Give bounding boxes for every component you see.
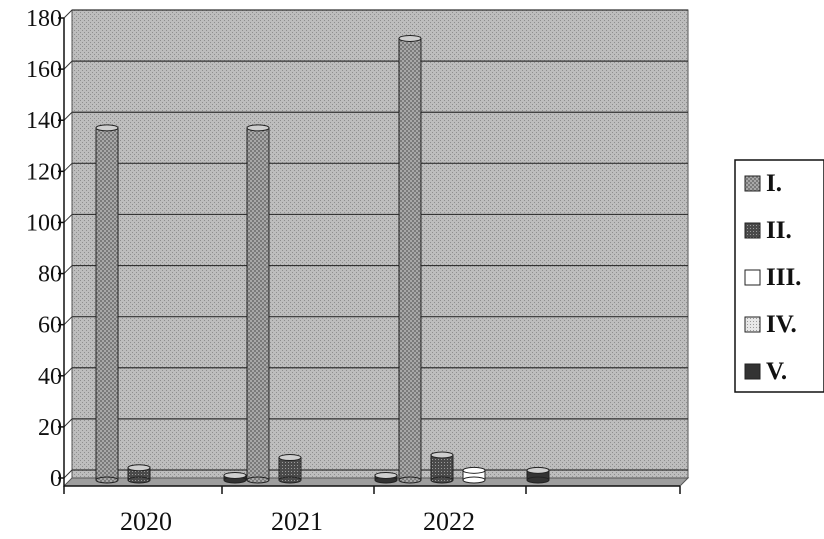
bar-2020-5 bbox=[223, 471, 247, 484]
bar-2022-1 bbox=[398, 34, 422, 484]
bar-2022-1-base bbox=[398, 476, 422, 484]
bar-2022-1-body bbox=[398, 37, 422, 481]
gridline-side bbox=[63, 316, 73, 326]
legend-label-5: V. bbox=[766, 358, 787, 385]
y-tick-label: 160 bbox=[26, 57, 62, 83]
bar-2022-5-top bbox=[526, 466, 550, 474]
y-tick-label: 60 bbox=[38, 313, 62, 339]
y-tick-label: 140 bbox=[26, 108, 62, 134]
gridline-side bbox=[63, 60, 73, 70]
bar-2022-3-top bbox=[462, 466, 486, 474]
bar-2022-2 bbox=[430, 451, 454, 484]
gridline-side bbox=[63, 418, 73, 428]
legend-label-4: IV. bbox=[766, 311, 797, 338]
y-tick-label: 80 bbox=[38, 262, 62, 288]
gridlines bbox=[63, 9, 688, 479]
bar-2020-2 bbox=[127, 464, 151, 484]
bar-2021-2 bbox=[278, 454, 302, 484]
bar-2020-5-top bbox=[223, 471, 247, 479]
bar-2021-1-base bbox=[246, 476, 270, 484]
bar-2020-1 bbox=[95, 124, 119, 484]
legend-swatch-4 bbox=[744, 316, 761, 333]
y-tick-label: 180 bbox=[26, 6, 62, 32]
bar-2020-1-body bbox=[95, 127, 119, 481]
bar-2022-2-body bbox=[430, 454, 454, 481]
bar-2022-5 bbox=[526, 466, 550, 484]
gridline-side bbox=[63, 162, 73, 172]
bar-2021-1-body bbox=[246, 127, 270, 481]
gridline-side bbox=[63, 111, 73, 121]
y-tick-label: 20 bbox=[38, 415, 62, 441]
bar-2021-5-top bbox=[374, 471, 398, 479]
legend-swatch-2 bbox=[744, 222, 761, 239]
gridline-side bbox=[63, 469, 73, 479]
legend-label-2: II. bbox=[766, 217, 792, 244]
plot-area bbox=[62, 9, 690, 487]
y-tick-label: 120 bbox=[26, 159, 62, 185]
bar-2020-2-top bbox=[127, 464, 151, 472]
bar-2021-5 bbox=[374, 471, 398, 484]
y-tick-label: 0 bbox=[50, 466, 62, 492]
legend-swatch-3 bbox=[744, 269, 761, 286]
y-tick-label: 40 bbox=[38, 364, 62, 390]
bar-2021-2-top bbox=[278, 454, 302, 462]
y-tick-label: 100 bbox=[26, 210, 62, 236]
bar-2022-5-base bbox=[526, 476, 550, 484]
bar-2020-2-base bbox=[127, 476, 151, 484]
bar-2022-3 bbox=[462, 466, 486, 484]
bar-2021-1 bbox=[246, 124, 270, 484]
legend-swatch-5 bbox=[744, 363, 761, 380]
bar-2022-1-top bbox=[398, 34, 422, 42]
x-tick-label: 2021 bbox=[271, 507, 323, 534]
bar-2022-2-top bbox=[430, 451, 454, 459]
gridline-side bbox=[63, 265, 73, 274]
x-tick-label: 2022 bbox=[423, 507, 475, 534]
legend: I. II. III. IV. V. bbox=[734, 159, 824, 393]
gridline-side bbox=[63, 9, 73, 19]
axes: 0 20 40 60 80 100 120 140 160 180 2020 2021 2022 bbox=[26, 6, 681, 536]
legend-label-3: III. bbox=[766, 264, 801, 291]
gridline-side bbox=[63, 214, 73, 223]
legend-label-1: I. bbox=[766, 170, 782, 197]
bar-2022-3-base bbox=[462, 476, 486, 484]
bar-2020-1-base bbox=[95, 476, 119, 484]
gridline-side bbox=[63, 367, 73, 377]
bar-2021-1-top bbox=[246, 124, 270, 132]
x-tick-label: 2020 bbox=[120, 507, 172, 534]
bar-2022-2-base bbox=[430, 476, 454, 484]
plot-background bbox=[71, 9, 689, 479]
bar-2020-1-top bbox=[95, 124, 119, 132]
legend-swatch-1 bbox=[744, 175, 761, 192]
bar-2021-2-base bbox=[278, 476, 302, 484]
bars bbox=[95, 34, 550, 484]
